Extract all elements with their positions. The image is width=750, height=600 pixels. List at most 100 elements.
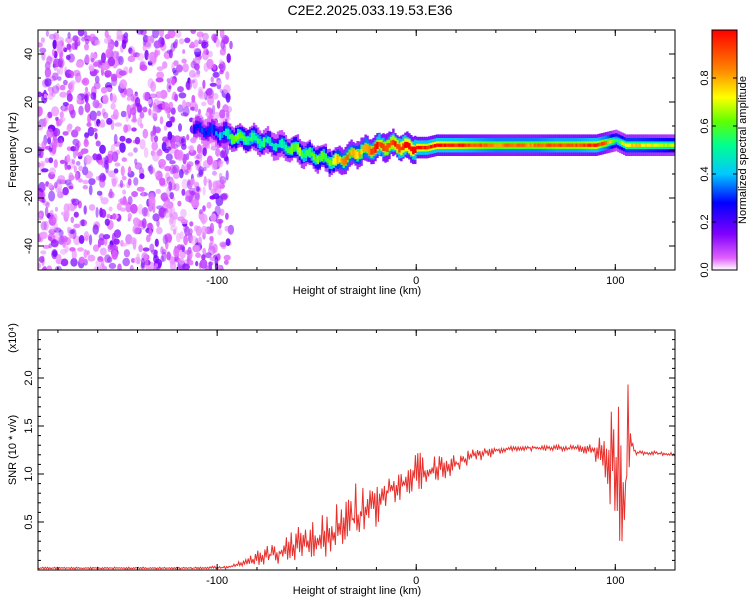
noise-cell — [212, 181, 220, 191]
signal-cell — [402, 143, 405, 151]
x-tick-label: 0 — [413, 275, 419, 287]
signal-cell — [519, 143, 522, 147]
noise-cell — [149, 93, 158, 99]
signal-cell — [418, 145, 421, 150]
noise-cell — [147, 35, 152, 43]
signal-cell — [607, 140, 610, 144]
x-tick-label: 100 — [606, 275, 624, 287]
signal-cell — [533, 143, 536, 147]
y-tick-label: 1.0 — [23, 466, 35, 481]
noise-cell — [45, 114, 49, 124]
signal-cell — [450, 143, 453, 147]
signal-cell — [332, 158, 335, 165]
noise-cell — [117, 263, 122, 270]
noise-cell — [70, 216, 75, 223]
noise-cell — [198, 35, 202, 44]
signal-cell — [250, 132, 254, 142]
noise-cell — [66, 182, 74, 189]
noise-cell — [182, 99, 187, 108]
figure-title: C2E2.2025.033.19.53.E36 — [287, 2, 452, 18]
noise-cell — [95, 207, 99, 218]
spectrogram-axes: -100 0 100 -40 -20 0 20 40 — [23, 29, 675, 287]
colorbar-tick-label: 0.4 — [699, 166, 711, 181]
noise-cell — [95, 259, 102, 268]
noise-cell — [78, 165, 83, 172]
noise-cell — [122, 257, 130, 267]
signal-cell — [561, 143, 564, 147]
signal-cell — [535, 143, 538, 147]
noise-cell — [104, 70, 112, 78]
signal-cell — [557, 143, 560, 147]
noise-cell — [99, 144, 106, 154]
noise-cell — [170, 225, 178, 232]
noise-cell — [112, 50, 119, 59]
signal-cell — [388, 143, 391, 148]
noise-cell — [223, 254, 231, 261]
noise-cell — [73, 211, 79, 218]
noise-cell — [178, 258, 185, 265]
signal-cell — [597, 143, 600, 147]
signal-cell — [227, 128, 230, 139]
noise-cell — [199, 209, 203, 215]
noise-cell — [114, 40, 119, 48]
noise-cell — [188, 228, 193, 235]
noise-cell — [136, 186, 145, 192]
signal-cell — [300, 151, 304, 159]
noise-cell — [184, 169, 189, 176]
signal-cell — [344, 156, 347, 165]
noise-cell — [77, 30, 85, 37]
signal-cell — [521, 143, 524, 147]
noise-cell — [158, 158, 167, 167]
signal-cell — [659, 143, 662, 147]
noise-cell — [110, 93, 117, 104]
noise-cell — [120, 110, 127, 118]
signal-cell — [372, 147, 375, 155]
noise-cell — [101, 61, 106, 72]
colorbar-tick-label: 0.6 — [699, 118, 711, 133]
noise-cell — [101, 52, 106, 63]
noise-cell — [52, 213, 58, 223]
noise-cell — [225, 71, 230, 80]
noise-cell — [119, 79, 128, 89]
noise-cell — [201, 32, 209, 41]
noise-cell — [148, 164, 154, 175]
noise-cell — [40, 250, 47, 255]
signal-cell — [280, 138, 284, 148]
signal-cell — [318, 156, 321, 161]
signal-cell — [517, 143, 520, 147]
noise-cell — [166, 78, 171, 83]
noise-cell — [87, 254, 96, 262]
signal-cell — [539, 143, 542, 147]
noise-cell — [48, 33, 56, 40]
noise-cell — [40, 160, 46, 167]
signal-cell — [657, 143, 660, 147]
signal-cell — [298, 147, 302, 156]
noise-cell — [163, 210, 172, 219]
noise-cell — [83, 139, 89, 148]
noise-cell — [142, 128, 149, 139]
noise-cell — [101, 174, 107, 181]
noise-cell — [202, 79, 206, 89]
noise-cell — [38, 256, 45, 263]
noise-cell — [70, 257, 78, 267]
signal-cell — [410, 146, 413, 152]
noise-cell — [128, 166, 132, 174]
noise-cell — [207, 95, 215, 106]
noise-cell — [209, 222, 215, 234]
noise-cell — [203, 47, 209, 55]
noise-cell — [48, 236, 53, 241]
signal-cell — [645, 143, 648, 147]
noise-cell — [196, 186, 200, 192]
signal-cell — [593, 143, 596, 147]
snr-series-line — [38, 384, 675, 570]
noise-cell — [170, 107, 176, 115]
noise-cell — [58, 118, 64, 124]
noise-cell — [163, 124, 168, 131]
signal-cell — [244, 136, 248, 145]
noise-cell — [165, 120, 173, 128]
signal-cell — [527, 143, 530, 147]
signal-cell — [380, 142, 383, 149]
noise-cell — [185, 101, 191, 108]
signal-cell — [294, 143, 298, 150]
noise-cell — [226, 53, 231, 64]
